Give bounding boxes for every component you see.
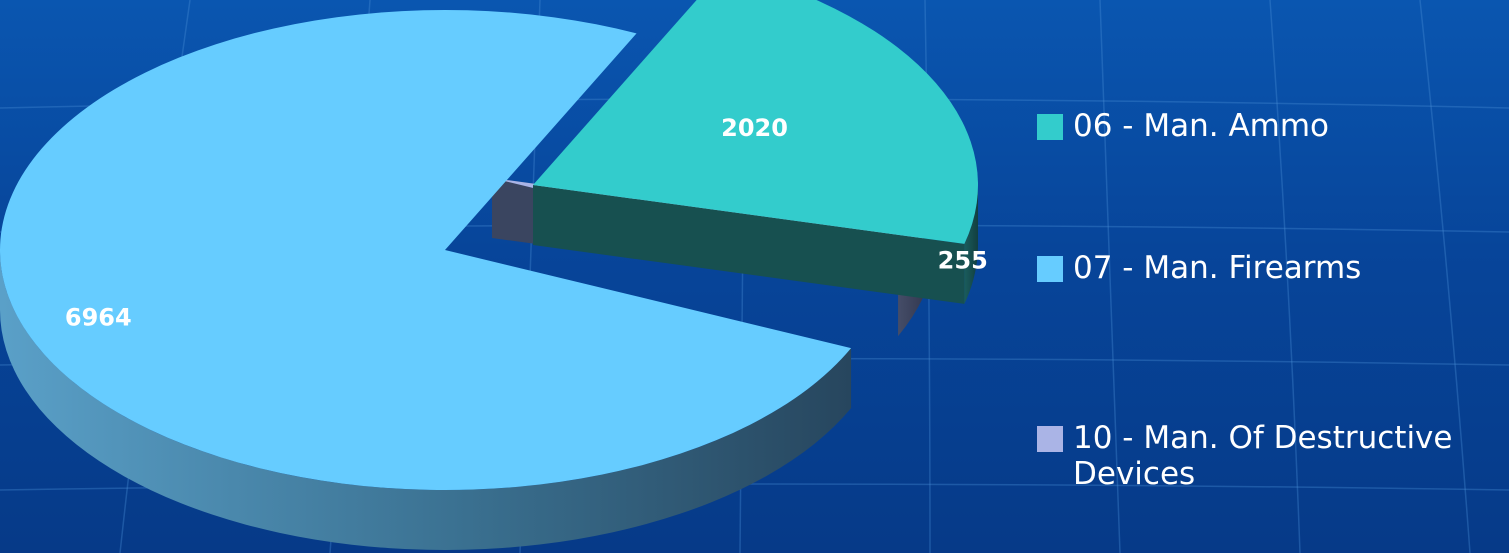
slice-ammo-side <box>964 185 978 304</box>
legend-swatch-ammo <box>1037 114 1063 140</box>
legend-item-ammo: 06 - Man. Ammo <box>1037 108 1493 144</box>
data-label-ammo: 2020 <box>721 114 788 142</box>
slice-firearms-top <box>0 10 852 491</box>
data-label-destructive-devices: 255 <box>938 246 988 274</box>
slice-ammo-top <box>533 0 978 244</box>
slice-firearms <box>0 10 852 550</box>
legend-label-ammo: 06 - Man. Ammo <box>1073 108 1330 144</box>
legend-swatch-destructive-devices <box>1037 426 1063 452</box>
legend-item-destructive-devices: 10 - Man. Of Destructive Devices <box>1037 420 1493 492</box>
legend-item-firearms: 07 - Man. Firearms <box>1037 250 1493 286</box>
legend-label-firearms: 07 - Man. Firearms <box>1073 250 1362 286</box>
slice-ammo <box>533 0 978 304</box>
data-label-firearms: 6964 <box>65 304 132 332</box>
slice-ammo-wall <box>533 185 965 304</box>
legend-label-destructive-devices: 10 - Man. Of Destructive Devices <box>1073 420 1453 492</box>
legend-swatch-firearms <box>1037 256 1063 282</box>
slice-firearms-side <box>0 250 852 550</box>
